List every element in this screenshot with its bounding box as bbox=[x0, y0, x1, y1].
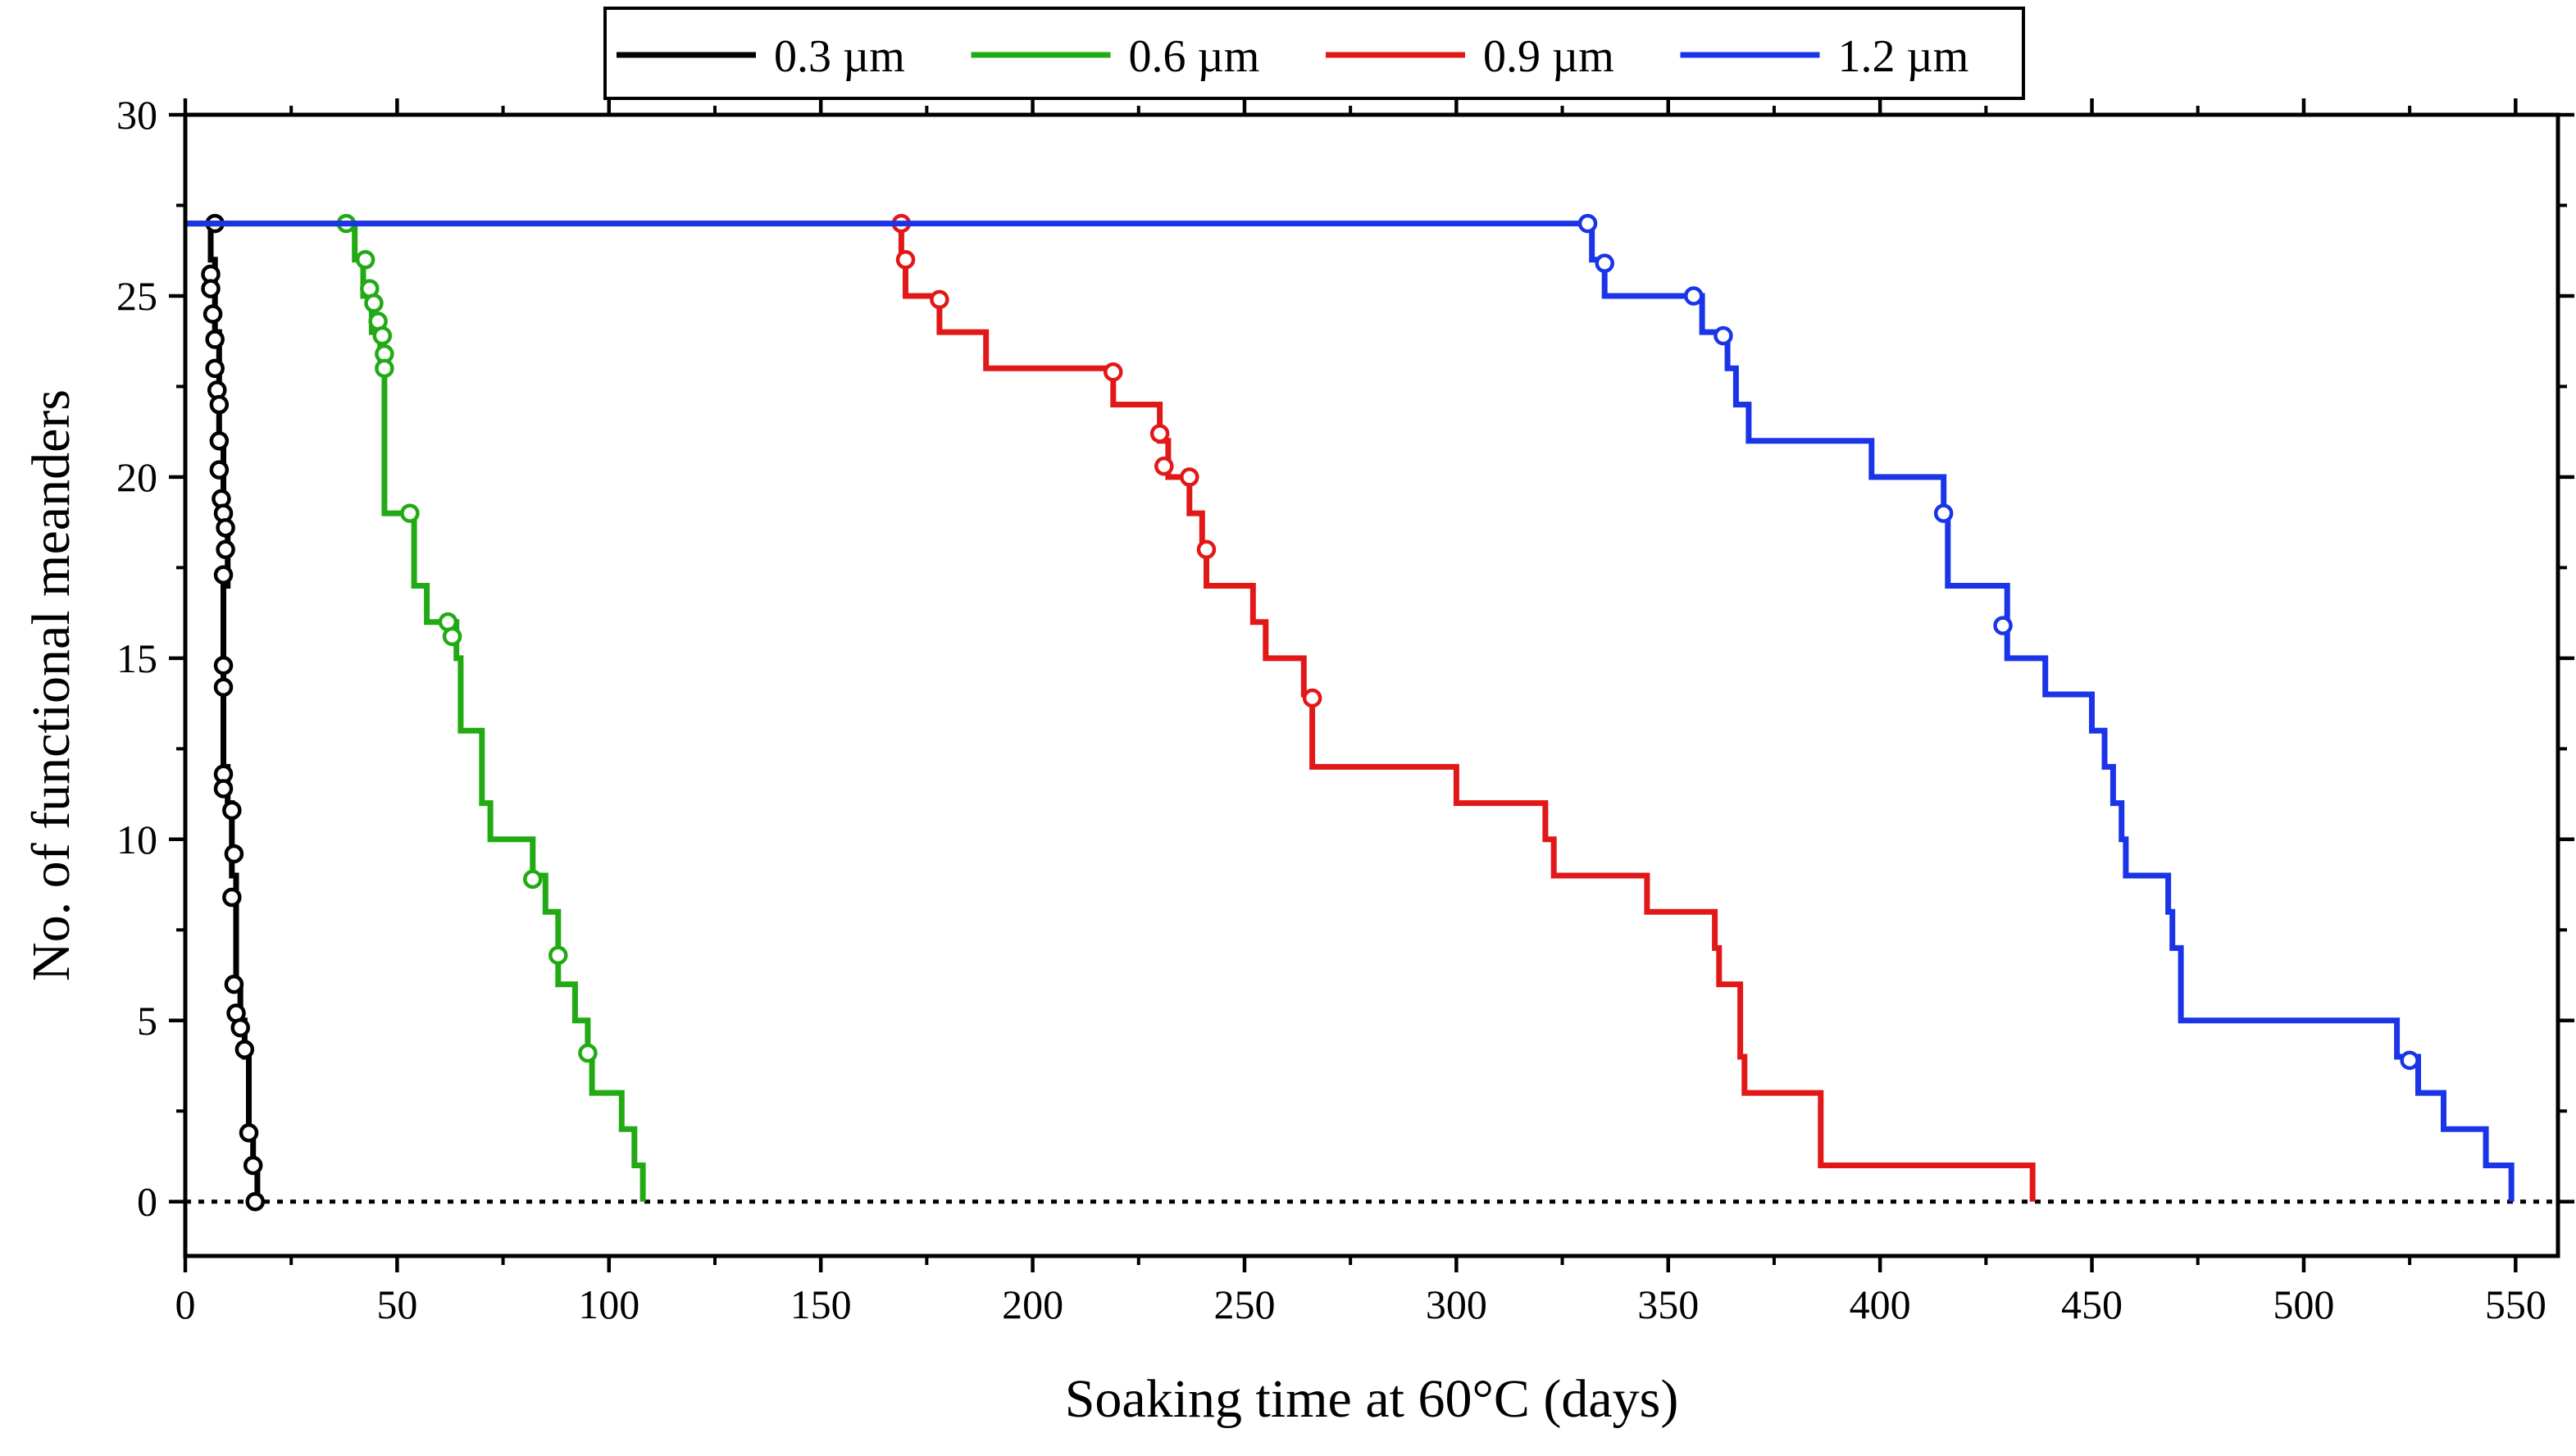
x-tick-label-10: 500 bbox=[2273, 1281, 2334, 1327]
marker-0-27 bbox=[243, 1155, 263, 1176]
marker-1-3 bbox=[364, 293, 384, 313]
marker-3-1 bbox=[1595, 253, 1614, 273]
y-axis-title: No. of functional meanders bbox=[21, 389, 81, 981]
marker-1-11 bbox=[523, 869, 543, 890]
y-tick-label-3: 15 bbox=[116, 635, 157, 681]
y-tick-label-0: 0 bbox=[137, 1179, 157, 1225]
marker-0-5 bbox=[205, 358, 225, 379]
marker-1-8 bbox=[400, 503, 420, 523]
y-tick-label-6: 30 bbox=[116, 92, 157, 138]
marker-2-5 bbox=[1154, 456, 1174, 476]
marker-3-2 bbox=[1684, 286, 1704, 306]
marker-0-15 bbox=[213, 655, 234, 676]
marker-0-13 bbox=[216, 539, 235, 560]
marker-0-4 bbox=[205, 330, 225, 349]
marker-0-9 bbox=[209, 460, 230, 480]
y-tick-label-4: 20 bbox=[116, 454, 157, 500]
marker-1-10 bbox=[442, 626, 462, 647]
y-tick-label-2: 10 bbox=[116, 817, 157, 862]
marker-0-25 bbox=[234, 1040, 255, 1059]
legend-label-2: 0.9 µm bbox=[1483, 31, 1614, 82]
marker-3-3 bbox=[1714, 325, 1733, 346]
marker-2-2 bbox=[930, 289, 949, 310]
legend-label-1: 0.6 µm bbox=[1129, 31, 1260, 82]
x-tick-label-7: 350 bbox=[1637, 1281, 1699, 1327]
marker-0-16 bbox=[213, 677, 234, 697]
marker-2-7 bbox=[1196, 539, 1217, 560]
x-tick-label-1: 50 bbox=[376, 1281, 417, 1327]
legend-label-0: 0.3 µm bbox=[774, 31, 905, 82]
series-layer bbox=[185, 213, 2515, 1212]
marker-0-3 bbox=[203, 304, 223, 324]
marker-0-21 bbox=[222, 887, 242, 908]
x-tick-label-11: 550 bbox=[2485, 1281, 2546, 1327]
marker-1-1 bbox=[355, 250, 375, 270]
x-tick-label-3: 150 bbox=[790, 1281, 852, 1327]
legend: 0.3 µm 0.6 µm 0.9 µm 1.2 µm bbox=[603, 7, 2025, 100]
marker-0-14 bbox=[213, 565, 234, 585]
x-tick-label-9: 450 bbox=[2061, 1281, 2123, 1327]
marker-2-6 bbox=[1180, 467, 1199, 487]
x-tick-label-4: 200 bbox=[1002, 1281, 1063, 1327]
marker-1-13 bbox=[578, 1043, 598, 1063]
axes-layer: 0 50 100 150 200 250 300 350 400 450 500 550 0 5 10 15 2… bbox=[21, 92, 2574, 1429]
y-tick-label-1: 5 bbox=[137, 998, 157, 1044]
x-tick-label-8: 400 bbox=[1850, 1281, 1911, 1327]
marker-0-19 bbox=[222, 800, 242, 821]
series-0 bbox=[185, 213, 266, 1212]
series-line-3 bbox=[185, 221, 2515, 1202]
x-tick-label-6: 300 bbox=[1426, 1281, 1487, 1327]
marker-2-8 bbox=[1302, 688, 1322, 708]
marker-0-2 bbox=[201, 279, 221, 298]
marker-0-7 bbox=[209, 394, 230, 415]
x-axis-title: Soaking time at 60°C (days) bbox=[1065, 1369, 1679, 1429]
marker-0-18 bbox=[213, 779, 234, 799]
x-tick-label-5: 250 bbox=[1213, 1281, 1275, 1327]
series-1 bbox=[185, 213, 646, 1202]
series-3 bbox=[185, 213, 2515, 1202]
marker-0-22 bbox=[224, 974, 244, 994]
marker-2-4 bbox=[1149, 424, 1170, 444]
marker-0-24 bbox=[230, 1017, 250, 1038]
marker-0-8 bbox=[209, 430, 230, 451]
legend-label-3: 1.2 µm bbox=[1838, 31, 1969, 82]
marker-1-12 bbox=[548, 945, 568, 965]
marker-2-3 bbox=[1104, 362, 1123, 382]
marker-1-5 bbox=[372, 325, 393, 346]
x-tick-label-0: 0 bbox=[175, 1281, 196, 1327]
marker-0-28 bbox=[245, 1191, 266, 1212]
marker-0-12 bbox=[216, 518, 235, 538]
y-tick-label-5: 25 bbox=[116, 273, 157, 319]
x-tick-label-2: 100 bbox=[578, 1281, 639, 1327]
marker-2-1 bbox=[895, 250, 916, 270]
marker-0-26 bbox=[239, 1123, 259, 1143]
marker-3-0 bbox=[1577, 213, 1598, 234]
marker-0-20 bbox=[224, 844, 244, 864]
marker-1-7 bbox=[375, 358, 394, 379]
marker-3-6 bbox=[2400, 1050, 2419, 1071]
plot-frame bbox=[183, 112, 2560, 1258]
series-line-2 bbox=[185, 221, 2036, 1202]
marker-3-5 bbox=[1993, 616, 2013, 635]
series-line-1 bbox=[185, 221, 646, 1202]
marker-3-4 bbox=[1933, 503, 1954, 523]
